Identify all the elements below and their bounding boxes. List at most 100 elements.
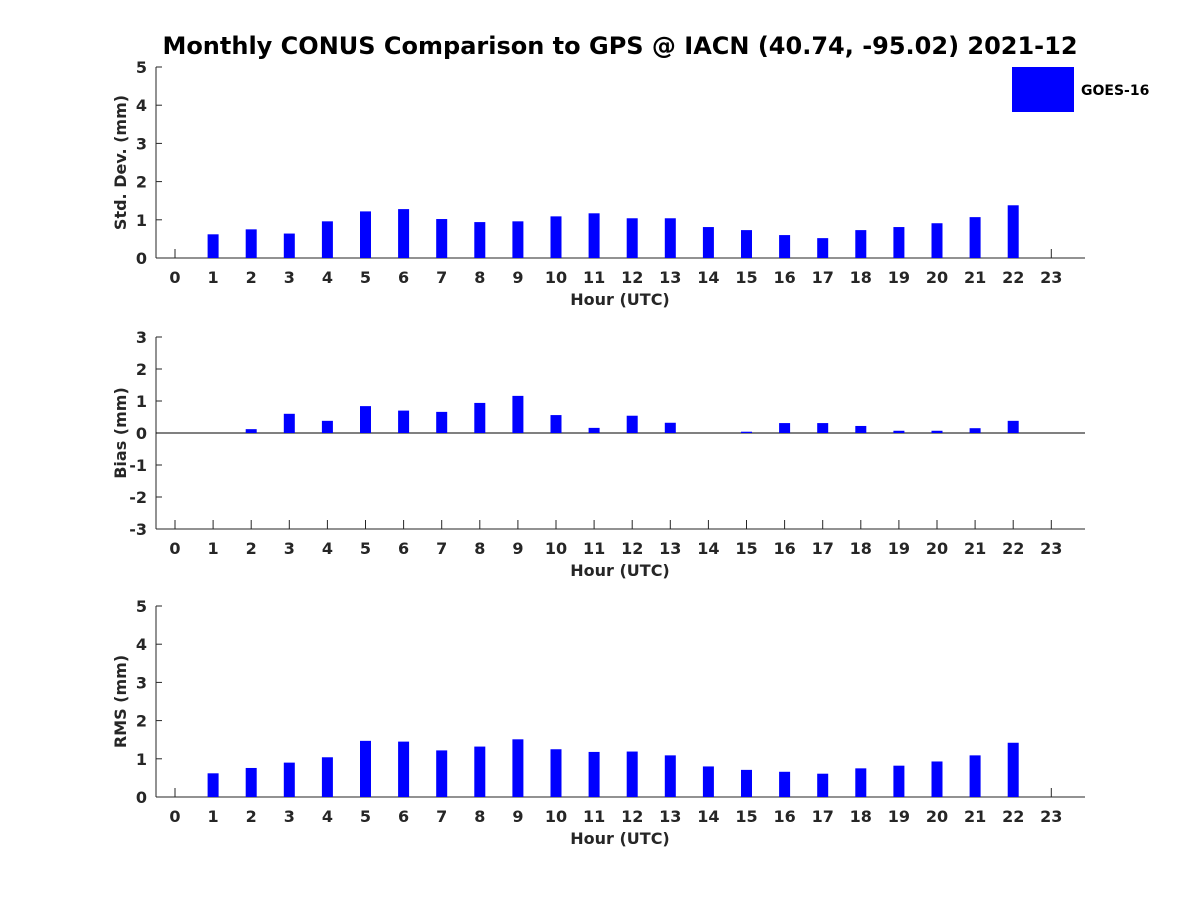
x-tick-label: 11 <box>583 807 605 826</box>
x-tick-label: 12 <box>621 807 643 826</box>
x-tick-label: 19 <box>888 807 910 826</box>
bar-hour-2 <box>245 229 257 258</box>
chart-title: Monthly CONUS Comparison to GPS @ IACN (… <box>162 32 1077 60</box>
bar-hour-16 <box>779 235 791 258</box>
x-tick-label: 16 <box>773 539 795 558</box>
x-tick-label: 12 <box>621 268 643 287</box>
x-tick-label: 14 <box>697 268 719 287</box>
legend-label: GOES-16 <box>1081 83 1149 99</box>
x-tick-label: 14 <box>697 539 719 558</box>
x-tick-label: 11 <box>583 268 605 287</box>
bar-hour-17 <box>817 423 829 433</box>
x-axis-label: Hour (UTC) <box>570 829 670 848</box>
x-tick-label: 5 <box>360 268 371 287</box>
bar-hour-6 <box>398 741 410 797</box>
bar-hour-16 <box>779 771 791 797</box>
x-axis-label: Hour (UTC) <box>570 561 670 580</box>
bar-hour-14 <box>702 227 714 258</box>
x-tick-label: 11 <box>583 539 605 558</box>
x-tick-label: 4 <box>322 268 333 287</box>
x-tick-label: 23 <box>1040 807 1062 826</box>
x-tick-label: 22 <box>1002 807 1024 826</box>
bar-hour-22 <box>1007 420 1019 433</box>
x-tick-label: 17 <box>812 807 834 826</box>
x-tick-label: 3 <box>284 807 295 826</box>
bar-hour-5 <box>360 211 371 258</box>
bar-hour-13 <box>664 755 676 797</box>
bar-hour-5 <box>360 406 371 433</box>
x-tick-label: 22 <box>1002 539 1024 558</box>
bar-hour-19 <box>893 227 905 258</box>
bar-hour-1 <box>207 234 219 258</box>
y-tick-label: 1 <box>136 750 147 769</box>
x-tick-label: 9 <box>512 807 523 826</box>
y-tick-label: 0 <box>136 788 147 807</box>
x-tick-label: 8 <box>474 539 485 558</box>
bar-hour-20 <box>931 430 943 433</box>
y-tick-label: -2 <box>129 488 147 507</box>
x-tick-label: 23 <box>1040 539 1062 558</box>
x-tick-label: 6 <box>398 268 409 287</box>
x-tick-label: 18 <box>850 268 872 287</box>
bar-hour-15 <box>741 230 752 258</box>
bar-hour-9 <box>512 221 524 258</box>
bar-hour-7 <box>436 219 448 258</box>
bar-hour-8 <box>474 402 486 433</box>
bar-hour-18 <box>855 230 867 258</box>
x-tick-label: 14 <box>697 807 719 826</box>
x-tick-label: 19 <box>888 539 910 558</box>
bar-hour-17 <box>817 773 829 797</box>
x-tick-label: 0 <box>169 539 180 558</box>
bar-hour-6 <box>398 209 410 258</box>
bar-hour-11 <box>588 751 600 797</box>
bar-hour-2 <box>245 429 257 433</box>
x-tick-label: 9 <box>512 539 523 558</box>
x-tick-label: 6 <box>398 807 409 826</box>
bar-hour-6 <box>398 410 410 433</box>
y-tick-label: 1 <box>136 211 147 230</box>
x-tick-label: 7 <box>436 539 447 558</box>
x-tick-label: 17 <box>812 539 834 558</box>
bar-hour-14 <box>702 766 714 797</box>
y-tick-label: 2 <box>136 360 147 379</box>
bar-hour-8 <box>474 222 486 258</box>
x-tick-label: 3 <box>284 539 295 558</box>
x-tick-label: 21 <box>964 807 986 826</box>
bar-hour-8 <box>474 746 486 797</box>
x-tick-label: 8 <box>474 268 485 287</box>
x-tick-label: 12 <box>621 539 643 558</box>
x-tick-label: 1 <box>208 539 219 558</box>
x-tick-label: 13 <box>659 268 681 287</box>
bar-hour-2 <box>245 767 257 797</box>
y-axis-label: Bias (mm) <box>111 387 130 479</box>
bar-hour-4 <box>321 757 333 797</box>
x-tick-label: 20 <box>926 807 948 826</box>
bar-hour-21 <box>969 428 981 433</box>
bar-hour-12 <box>626 751 638 797</box>
x-tick-label: 4 <box>322 539 333 558</box>
y-tick-label: 4 <box>136 96 147 115</box>
x-tick-label: 2 <box>246 807 257 826</box>
x-tick-label: 16 <box>773 807 795 826</box>
y-tick-label: -3 <box>129 520 147 539</box>
bar-hour-4 <box>321 420 333 433</box>
bar-hour-1 <box>207 773 219 797</box>
y-axis-label: RMS (mm) <box>111 655 130 748</box>
bar-hour-9 <box>512 739 524 797</box>
x-tick-label: 10 <box>545 539 567 558</box>
y-tick-label: 3 <box>136 328 147 347</box>
x-tick-label: 22 <box>1002 268 1024 287</box>
y-tick-label: 0 <box>136 249 147 268</box>
bar-hour-4 <box>321 221 333 258</box>
bar-hour-18 <box>855 425 867 433</box>
bar-hour-13 <box>664 218 676 258</box>
bar-hour-12 <box>626 218 638 258</box>
x-tick-label: 16 <box>773 268 795 287</box>
y-tick-label: 5 <box>136 597 147 616</box>
x-axis-label: Hour (UTC) <box>570 290 670 309</box>
x-tick-label: 18 <box>850 539 872 558</box>
y-tick-label: 3 <box>136 673 147 692</box>
bar-hour-12 <box>626 415 638 433</box>
